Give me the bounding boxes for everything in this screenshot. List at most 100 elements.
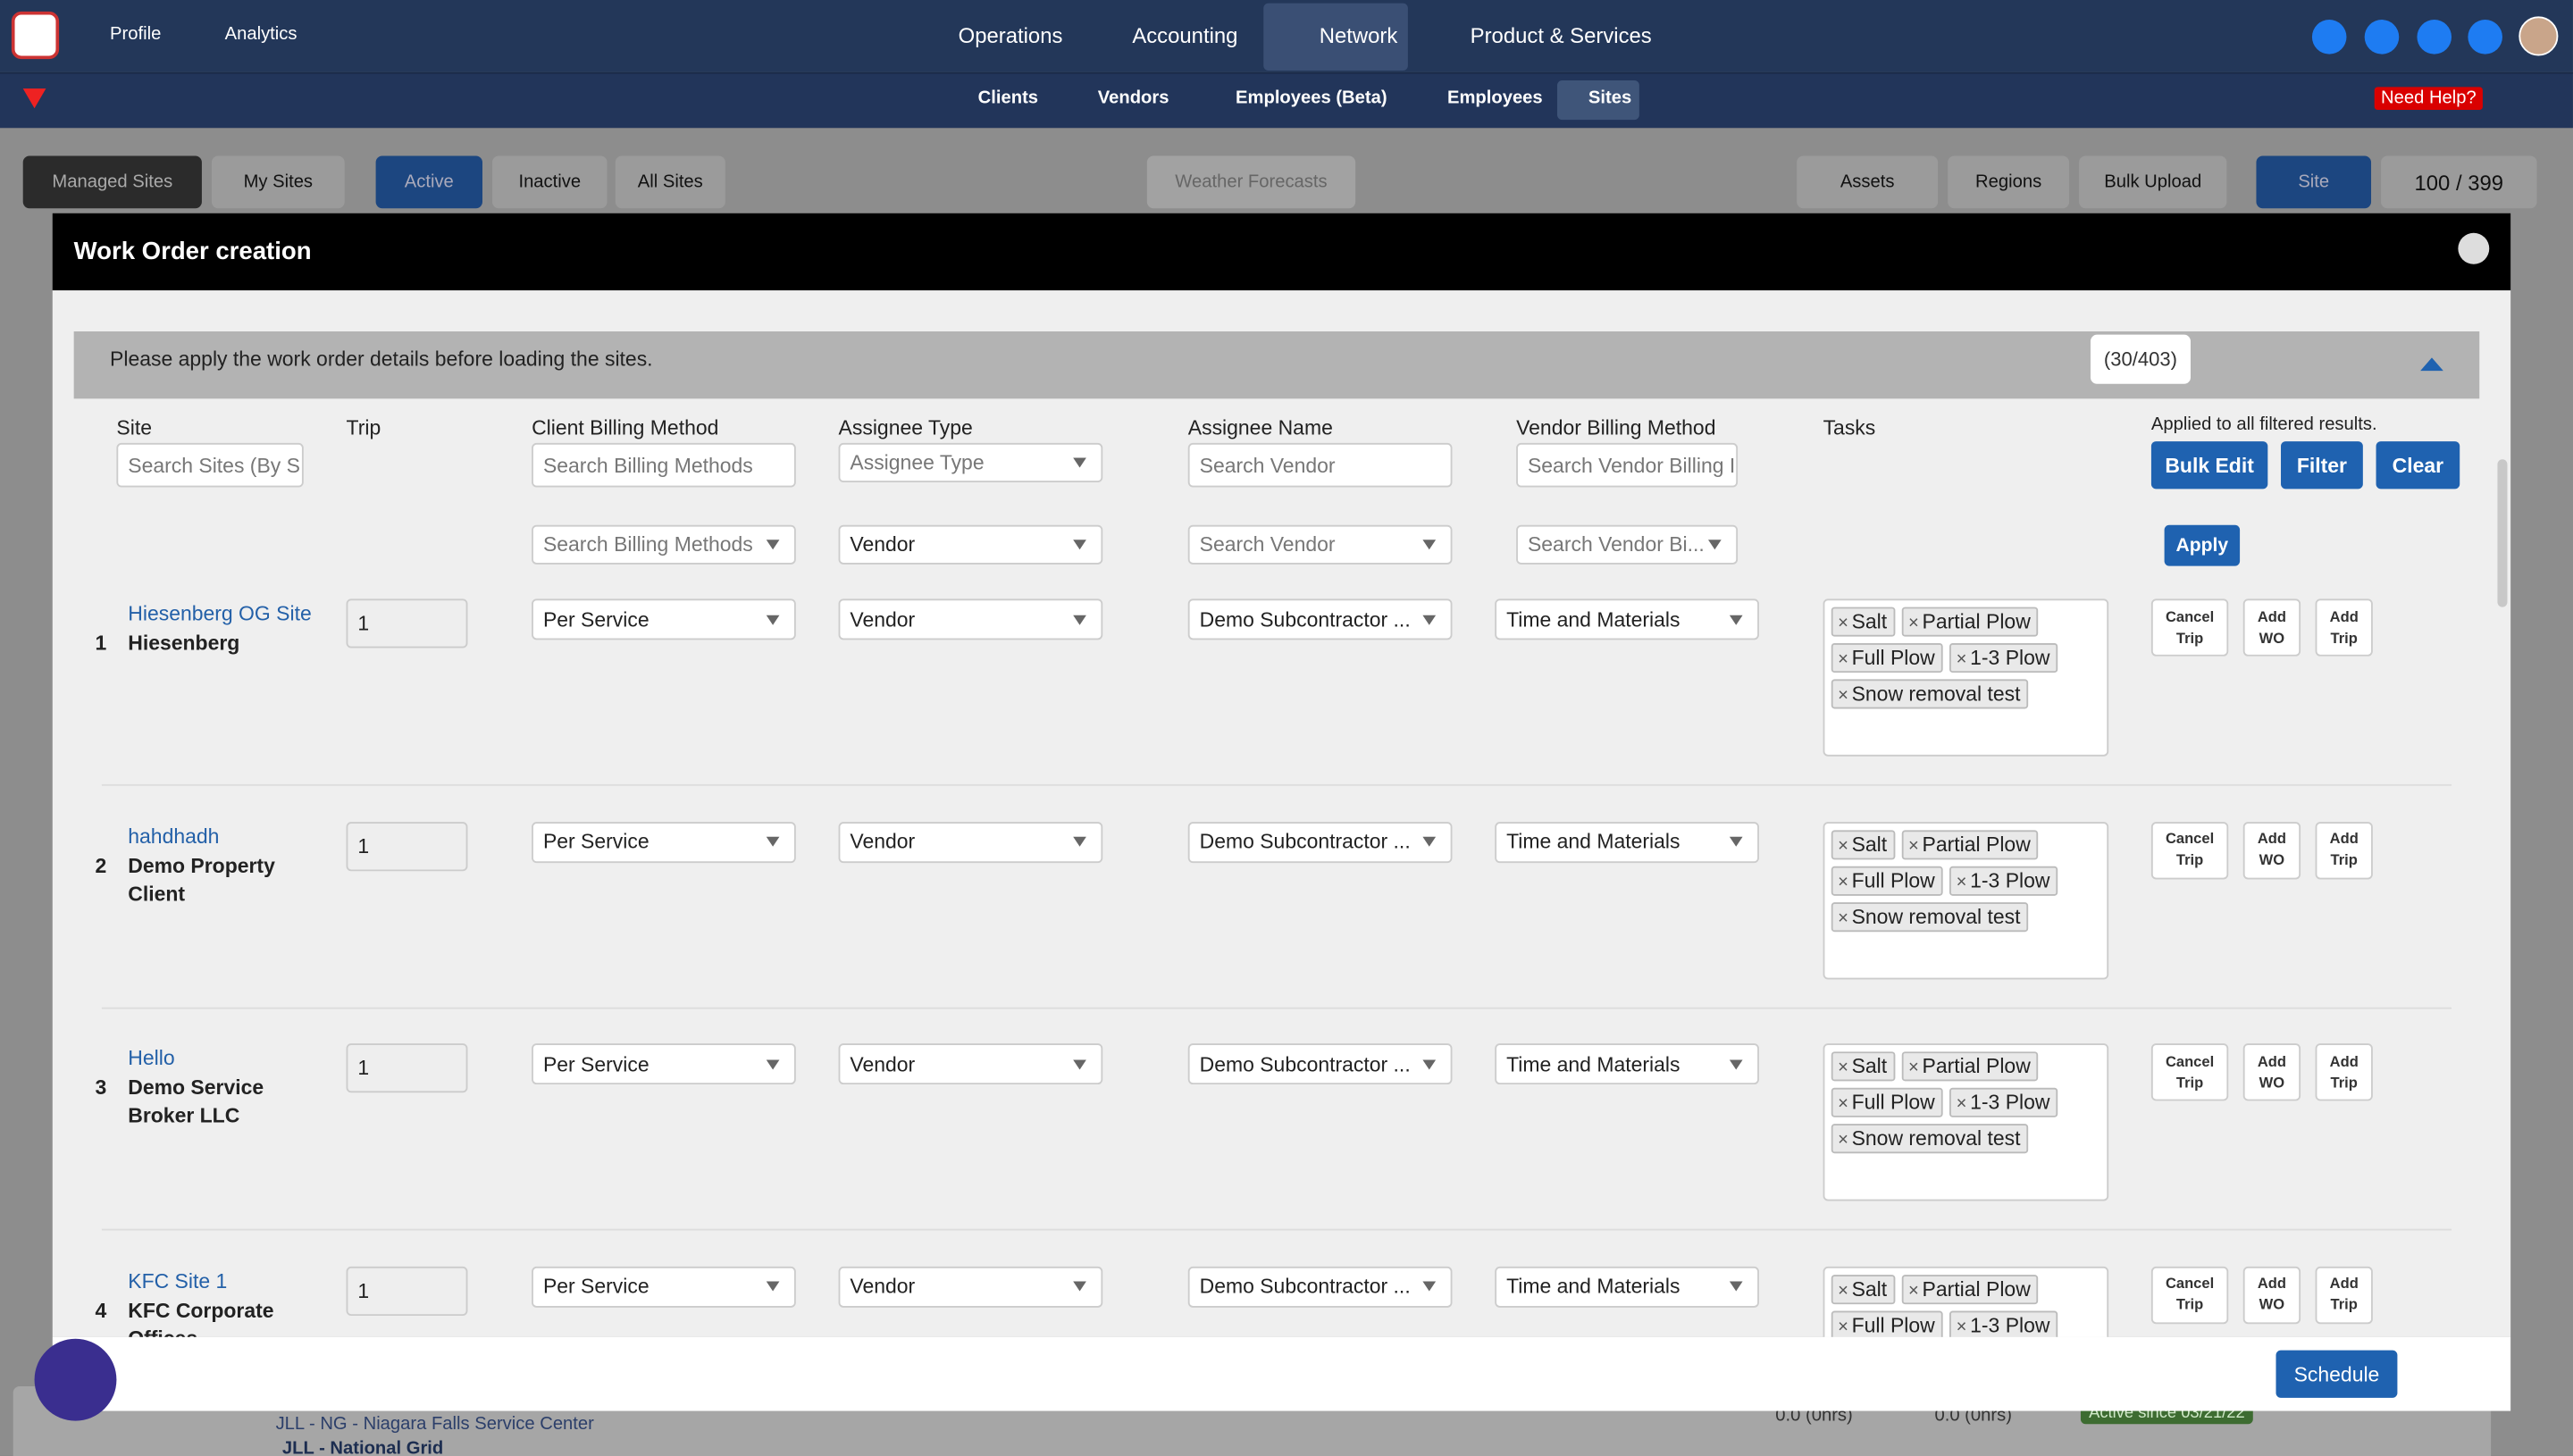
status-btn[interactable]: Inactive — [492, 155, 608, 209]
nav-icon[interactable] — [2311, 20, 2347, 54]
row-action[interactable]: Add Trip — [2315, 1266, 2373, 1324]
status-btn[interactable]: Active — [375, 155, 482, 209]
sub-link[interactable]: Clients — [977, 88, 1039, 109]
task-chip[interactable]: Salt — [1831, 607, 1896, 637]
nav-link[interactable]: Operations — [958, 22, 1063, 48]
nav-link[interactable]: Network — [1319, 22, 1398, 48]
bulk-select[interactable]: Search Vendor Bi... — [1516, 524, 1739, 565]
close[interactable] — [2458, 232, 2490, 264]
task-chip[interactable]: Partial Plow — [1901, 829, 2039, 859]
nav-link[interactable]: Profile — [110, 24, 162, 45]
trip-input[interactable]: 1 — [346, 1266, 468, 1316]
assignee-name[interactable]: Demo Subcontractor ... — [1187, 1266, 1453, 1307]
nav-icon[interactable] — [2468, 20, 2502, 54]
vendor-billing[interactable]: Time and Materials — [1495, 1266, 1759, 1307]
task-chip[interactable]: Salt — [1831, 1274, 1896, 1304]
assignee-type[interactable]: Vendor — [838, 1266, 1103, 1307]
vendor-billing[interactable]: Time and Materials — [1495, 598, 1759, 640]
bulk-select[interactable]: Search Billing Methods — [532, 524, 796, 565]
filter-input[interactable]: Search Vendor — [1187, 442, 1453, 488]
view-btn[interactable]: My Sites — [211, 155, 345, 209]
row-action[interactable]: Cancel Trip — [2150, 821, 2229, 879]
site-link[interactable]: Hiesenberg OG Site — [128, 602, 312, 625]
trip-input[interactable]: 1 — [346, 1043, 468, 1093]
task-chip[interactable]: Snow removal test — [1831, 901, 2029, 932]
apply[interactable]: Apply — [2164, 524, 2241, 566]
weather-btn[interactable]: Weather Forecasts — [1146, 155, 1356, 209]
bulk-select[interactable]: Vendor — [838, 524, 1103, 565]
bulk-select[interactable]: Search Vendor — [1187, 524, 1453, 565]
assignee-type[interactable]: Vendor — [838, 821, 1103, 863]
task-chip[interactable]: Partial Plow — [1901, 607, 2039, 637]
filter-input[interactable]: Assignee Type — [838, 442, 1103, 482]
trip-input[interactable]: 1 — [346, 821, 468, 871]
filter-button[interactable]: Filter — [2281, 441, 2363, 490]
row-action[interactable]: Add WO — [2242, 598, 2301, 657]
sub-link[interactable]: Employees (Beta) — [1236, 88, 1387, 109]
site-link[interactable]: KFC Site 1 — [128, 1268, 228, 1293]
task-chip[interactable]: Salt — [1831, 1051, 1896, 1082]
client-billing[interactable]: Per Service — [532, 821, 796, 863]
add-site[interactable]: Site — [2256, 155, 2372, 209]
nav-icon[interactable] — [2417, 20, 2452, 54]
filter-button[interactable]: Bulk Edit — [2150, 441, 2268, 490]
task-chip[interactable]: 1-3 Plow — [1949, 1087, 2058, 1117]
schedule[interactable]: Schedule — [2275, 1350, 2398, 1398]
row-action[interactable]: Add WO — [2242, 821, 2301, 879]
trip-input[interactable]: 1 — [346, 598, 468, 649]
task-chip[interactable]: Snow removal test — [1831, 1124, 2029, 1154]
task-chip[interactable]: Full Plow — [1831, 1310, 1943, 1337]
task-chip[interactable]: 1-3 Plow — [1949, 642, 2058, 674]
row-action[interactable]: Add WO — [2242, 1043, 2301, 1101]
filter-button[interactable]: Clear — [2376, 441, 2460, 490]
row-action[interactable]: Cancel Trip — [2150, 598, 2229, 657]
assignee-type[interactable]: Vendor — [838, 598, 1103, 640]
row-action[interactable]: Cancel Trip — [2150, 1043, 2229, 1101]
help[interactable]: Need Help? — [2374, 87, 2484, 111]
assignee-name[interactable]: Demo Subcontractor ... — [1187, 821, 1453, 863]
client-billing[interactable]: Per Service — [532, 598, 796, 640]
assignee-name[interactable]: Demo Subcontractor ... — [1187, 598, 1453, 640]
site-link[interactable]: hahdhadh — [128, 824, 220, 848]
status-btn[interactable]: All Sites — [615, 155, 725, 209]
row-action[interactable]: Add Trip — [2315, 821, 2373, 879]
nav-link[interactable]: Accounting — [1132, 22, 1238, 48]
chat[interactable] — [34, 1338, 117, 1421]
nav-icon[interactable] — [2364, 20, 2400, 54]
vendor-billing[interactable]: Time and Materials — [1495, 821, 1759, 863]
right-btn[interactable]: Bulk Upload — [2079, 155, 2227, 209]
task-chip[interactable]: 1-3 Plow — [1949, 865, 2058, 895]
task-chip[interactable]: 1-3 Plow — [1949, 1310, 2058, 1337]
assignee-name[interactable]: Demo Subcontractor ... — [1187, 1043, 1453, 1085]
nav-link[interactable]: Product & Services — [1470, 22, 1652, 48]
modal-footer — [52, 1336, 2511, 1411]
client-billing[interactable]: Per Service — [532, 1266, 796, 1307]
avatar[interactable] — [2519, 16, 2559, 56]
sub-link[interactable]: Sites — [1588, 88, 1632, 109]
filter-input[interactable]: Search Sites (By S — [116, 442, 304, 488]
vendor-billing[interactable]: Time and Materials — [1495, 1043, 1759, 1085]
task-chip[interactable]: Full Plow — [1831, 1087, 1943, 1117]
filter-input[interactable]: Search Vendor Billing I — [1516, 442, 1739, 488]
view-btn[interactable]: Managed Sites — [22, 155, 202, 209]
site-link[interactable]: Hello — [128, 1046, 175, 1070]
nav-link[interactable]: Analytics — [224, 24, 298, 45]
row-action[interactable]: Add Trip — [2315, 598, 2373, 657]
sub-link[interactable]: Employees — [1446, 88, 1543, 109]
right-btn[interactable]: Assets — [1797, 155, 1939, 209]
sub-link[interactable]: Vendors — [1097, 88, 1169, 109]
collapse[interactable] — [2420, 357, 2443, 372]
client-billing[interactable]: Per Service — [532, 1043, 796, 1085]
row-action[interactable]: Add WO — [2242, 1266, 2301, 1324]
task-chip[interactable]: Partial Plow — [1901, 1274, 2039, 1304]
filter-input[interactable]: Search Billing Methods — [532, 442, 796, 488]
assignee-type[interactable]: Vendor — [838, 1043, 1103, 1085]
task-chip[interactable]: Snow removal test — [1831, 679, 2029, 709]
task-chip[interactable]: Full Plow — [1831, 642, 1943, 674]
task-chip[interactable]: Full Plow — [1831, 865, 1943, 895]
task-chip[interactable]: Partial Plow — [1901, 1051, 2039, 1082]
right-btn[interactable]: Regions — [1948, 155, 2070, 209]
row-action[interactable]: Add Trip — [2315, 1043, 2373, 1101]
row-action[interactable]: Cancel Trip — [2150, 1266, 2229, 1324]
task-chip[interactable]: Salt — [1831, 829, 1896, 859]
